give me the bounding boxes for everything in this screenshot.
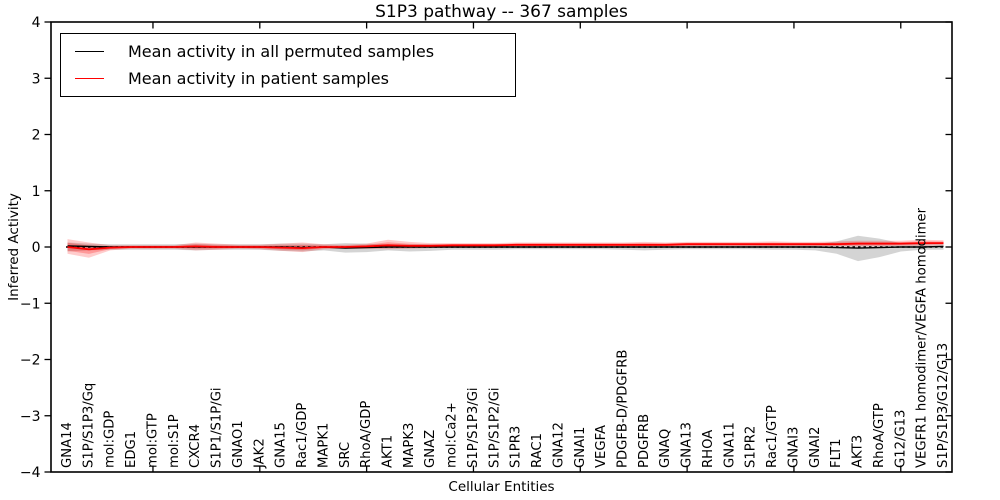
x-tick-label: VEGFA [594,425,609,468]
x-tick-label: VEGFR1 homodimer/VEGFA homodimer [915,207,930,468]
y-tick-label: −4 [20,465,41,481]
x-tick-label: AKT1 [381,435,396,468]
x-tick-label: RAC1 [530,433,545,468]
x-tick-label: GNAI1 [573,427,588,468]
x-tick-label: GNAI3 [786,427,801,468]
x-tick-label: S1P/S1P2/Gi [487,387,502,468]
x-tick-label: GNA12 [551,422,566,468]
x-tick-label: GNAZ [423,430,438,468]
x-tick-label: GNAQ [658,429,673,468]
x-tick-label: FLT1 [829,438,844,468]
y-tick-label: −2 [20,353,41,369]
series-line-patient [67,242,944,251]
x-tick-label: S1P/S1P3/G12/G13 [936,343,951,468]
x-tick-label: G12/G13 [893,410,908,468]
x-tick-label: GNA11 [722,422,737,468]
x-tick-label: GNA13 [680,422,695,468]
legend-item-patient: Mean activity in patient samples [75,69,515,88]
x-tick-label: S1PR3 [509,426,524,468]
x-tick-label: SRC [338,442,353,468]
x-tick-label: PDGFRB [637,414,652,468]
x-tick-label: GNAI2 [808,427,823,468]
y-tick-label: 0 [32,240,41,256]
x-tick-label: JAK2 [252,438,267,469]
x-tick-label: mol:GTP [146,413,161,468]
y-tick-label: −3 [20,409,41,425]
x-tick-label: S1P1/S1P/Gi [210,387,225,468]
x-tick-label: S1P/S1P3/Gq [81,383,96,468]
x-tick-label: AKT3 [851,435,866,468]
legend-line-swatch-permuted [75,51,104,52]
legend-item-permuted: Mean activity in all permuted samples [75,42,515,61]
legend: Mean activity in all permuted samples Me… [60,33,516,97]
x-tick-label: GNA15 [274,422,289,468]
x-axis-label: Cellular Entities [448,479,555,495]
x-tick-label: RHOA [701,430,716,468]
x-tick-label: MAPK1 [316,423,331,468]
x-tick-label: Rac1/GTP [765,405,780,468]
y-tick-label: 1 [32,184,41,200]
chart-title: S1P3 pathway -- 367 samples [375,2,628,22]
x-tick-label: Rac1/GDP [295,403,310,468]
y-tick-label: 2 [32,128,41,144]
legend-label-permuted: Mean activity in all permuted samples [128,42,435,61]
x-tick-label: mol:S1P [167,414,182,468]
x-tick-label: PDGFB-D/PDGFRB [616,350,631,468]
legend-line-swatch-patient [75,78,104,79]
x-tick-label: RhoA/GDP [359,401,374,468]
x-tick-label: GNAO1 [231,420,246,468]
x-tick-label: mol:GDP [103,411,118,468]
x-tick-label: mol:Ca2+ [445,402,460,468]
x-tick-label: S1P/S1P3/Gi [466,387,481,468]
x-tick-label: EDG1 [124,431,139,468]
x-tick-label: CXCR4 [188,424,203,468]
x-tick-label: MAPK3 [402,423,417,468]
y-tick-label: −1 [20,296,41,312]
x-tick-label: GNA14 [60,422,75,468]
x-tick-label: S1PR2 [744,426,759,468]
y-tick-label: 4 [32,15,41,31]
y-axis-label: Inferred Activity [6,193,22,301]
x-tick-label: RhoA/GTP [872,403,887,468]
confidence-band-permuted [67,235,944,262]
legend-label-patient: Mean activity in patient samples [128,69,389,88]
y-tick-label: 3 [32,71,41,87]
